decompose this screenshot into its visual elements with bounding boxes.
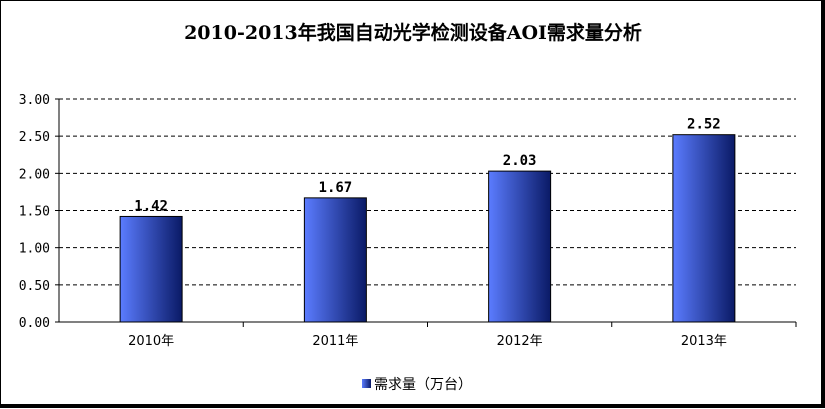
data-label: 2.52 (687, 117, 721, 133)
y-tick-label: 3.00 (19, 93, 50, 108)
y-tick-label: 0.00 (19, 316, 50, 331)
chart-title: 2010-2013年我国自动光学检测设备AOI需求量分析 (184, 21, 642, 44)
data-label: 1.42 (134, 198, 168, 214)
x-tick-label: 2011年 (312, 334, 358, 349)
x-tick-label: 2010年 (128, 334, 174, 349)
legend-swatch (362, 379, 371, 388)
legend-label: 需求量（万台） (374, 377, 472, 393)
legend: 需求量（万台） (362, 377, 472, 393)
y-tick-label: 2.00 (19, 167, 50, 182)
bar (488, 170, 552, 323)
bar (303, 197, 367, 323)
y-tick-label: 2.50 (19, 130, 50, 145)
bar (672, 134, 736, 323)
bar (119, 215, 183, 323)
x-tick-label: 2013年 (681, 334, 727, 349)
y-tick-label: 0.50 (19, 279, 50, 294)
data-label: 2.03 (503, 153, 537, 169)
y-tick-label: 1.50 (19, 205, 50, 220)
x-tick-label: 2012年 (497, 334, 543, 349)
data-label: 1.67 (319, 180, 353, 196)
y-tick-label: 1.00 (19, 242, 50, 257)
